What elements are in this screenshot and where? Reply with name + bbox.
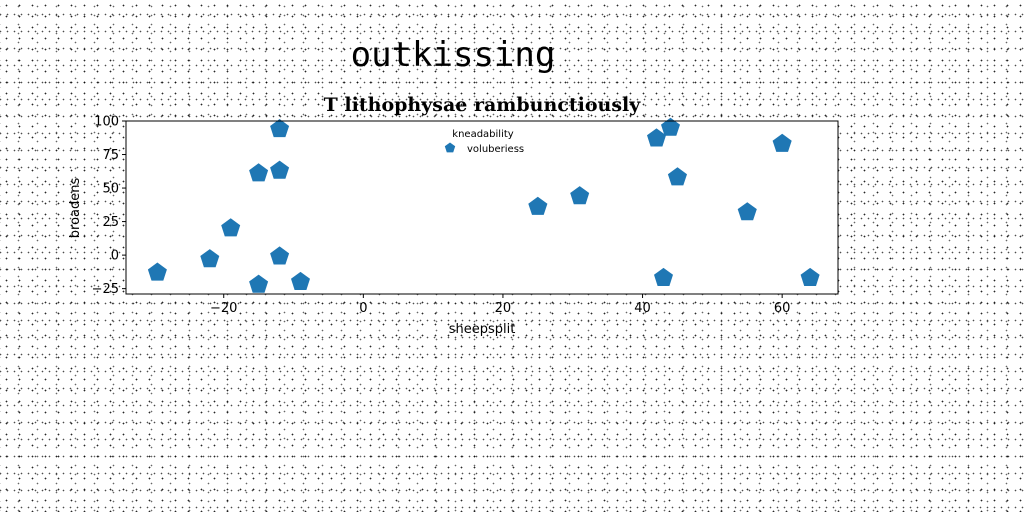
page-title: outkissing bbox=[351, 35, 556, 75]
y-axis-ticks: −25 0 25 50 75 100 bbox=[92, 115, 126, 297]
y-axis-label: broadens bbox=[68, 178, 83, 239]
legend-marker-pentagon bbox=[444, 142, 456, 153]
scatter-point bbox=[528, 196, 548, 215]
y-tick-label: 0 bbox=[111, 249, 119, 264]
x-axis-label: sheepsplit bbox=[449, 322, 516, 337]
scatter-point bbox=[270, 119, 290, 138]
chart-title: T lithophysae rambunctiously bbox=[324, 94, 642, 116]
x-tick-label: 60 bbox=[774, 301, 791, 316]
scatter-point bbox=[647, 128, 666, 147]
scatter-point bbox=[221, 218, 241, 237]
y-tick-label: 75 bbox=[102, 148, 119, 163]
legend: kneadability voluberiess bbox=[444, 129, 524, 155]
scatter-point bbox=[737, 202, 757, 221]
x-axis-ticks: −20 0 20 40 60 bbox=[210, 294, 790, 316]
scatter-point bbox=[667, 167, 687, 186]
scatter-point bbox=[654, 267, 673, 286]
scatter-point bbox=[772, 133, 792, 152]
x-tick-label: −20 bbox=[210, 301, 237, 316]
y-tick-label: −25 bbox=[92, 282, 119, 297]
scatter-point bbox=[291, 271, 310, 290]
plot-frame bbox=[125, 120, 839, 295]
y-tick-label: 50 bbox=[102, 182, 119, 197]
scatter-point bbox=[147, 262, 167, 281]
scatter-point bbox=[570, 186, 590, 205]
scatter-point bbox=[800, 267, 820, 286]
scatter-point bbox=[661, 117, 680, 136]
y-tick-label: 100 bbox=[94, 115, 119, 130]
x-tick-label: 40 bbox=[634, 301, 651, 316]
y-tick-label: 25 bbox=[102, 215, 119, 230]
plot-background bbox=[126, 121, 838, 294]
scatter-point bbox=[270, 246, 290, 265]
x-tick-label: 0 bbox=[359, 301, 367, 316]
legend-entry-label: voluberiess bbox=[467, 144, 524, 155]
scatter-points bbox=[147, 117, 820, 293]
scatter-point bbox=[270, 160, 290, 179]
x-tick-label: 20 bbox=[495, 301, 512, 316]
legend-title: kneadability bbox=[452, 129, 513, 140]
scatter-point bbox=[249, 163, 269, 182]
scatter-point bbox=[249, 274, 269, 293]
scatter-point bbox=[200, 249, 220, 268]
